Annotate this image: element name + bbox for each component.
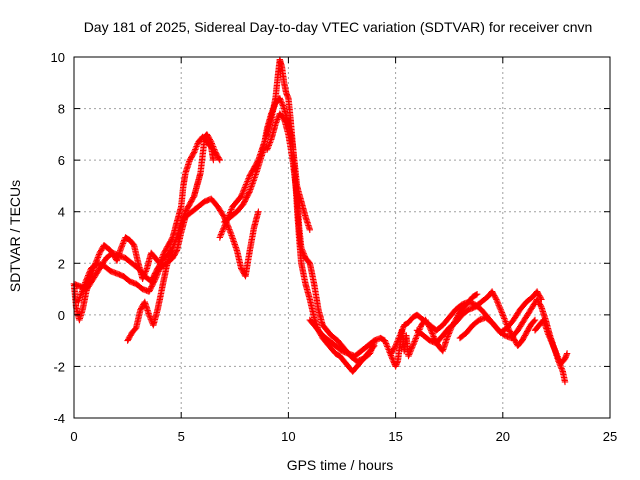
x-axis-label: GPS time / hours — [287, 457, 394, 473]
y-tick-label: 4 — [58, 205, 65, 220]
x-tick-label: 5 — [178, 429, 185, 444]
y-tick-label: -4 — [53, 411, 65, 426]
series-trace — [70, 133, 217, 324]
x-tick-label: 10 — [281, 429, 295, 444]
series-trace — [124, 247, 174, 344]
x-tick-label: 15 — [388, 429, 402, 444]
x-tick-labels: 0 5 10 15 20 25 — [70, 429, 617, 444]
y-tick-label: -2 — [53, 359, 65, 374]
data-series-cnvn — [70, 56, 571, 386]
y-axis-label: SDTVAR / TECUs — [7, 180, 23, 292]
y-tick-label: 2 — [58, 256, 65, 271]
y-tick-label: 10 — [51, 50, 65, 65]
x-tick-label: 20 — [496, 429, 510, 444]
y-tick-label: 6 — [58, 153, 65, 168]
axis-ticks — [73, 56, 611, 419]
x-tick-label: 25 — [603, 429, 617, 444]
y-tick-labels: -4 -2 0 2 4 6 8 10 — [51, 50, 65, 426]
grid-lines — [73, 56, 611, 419]
series-trace — [531, 316, 571, 368]
series-trace — [75, 195, 262, 306]
series-trace — [306, 291, 481, 370]
y-tick-label: 8 — [58, 102, 65, 117]
y-tick-label: 0 — [58, 308, 65, 323]
x-tick-label: 0 — [70, 429, 77, 444]
series-trace — [263, 110, 378, 365]
chart-title: Day 181 of 2025, Sidereal Day-to-day VTE… — [84, 19, 593, 35]
plot-frame — [73, 56, 611, 419]
